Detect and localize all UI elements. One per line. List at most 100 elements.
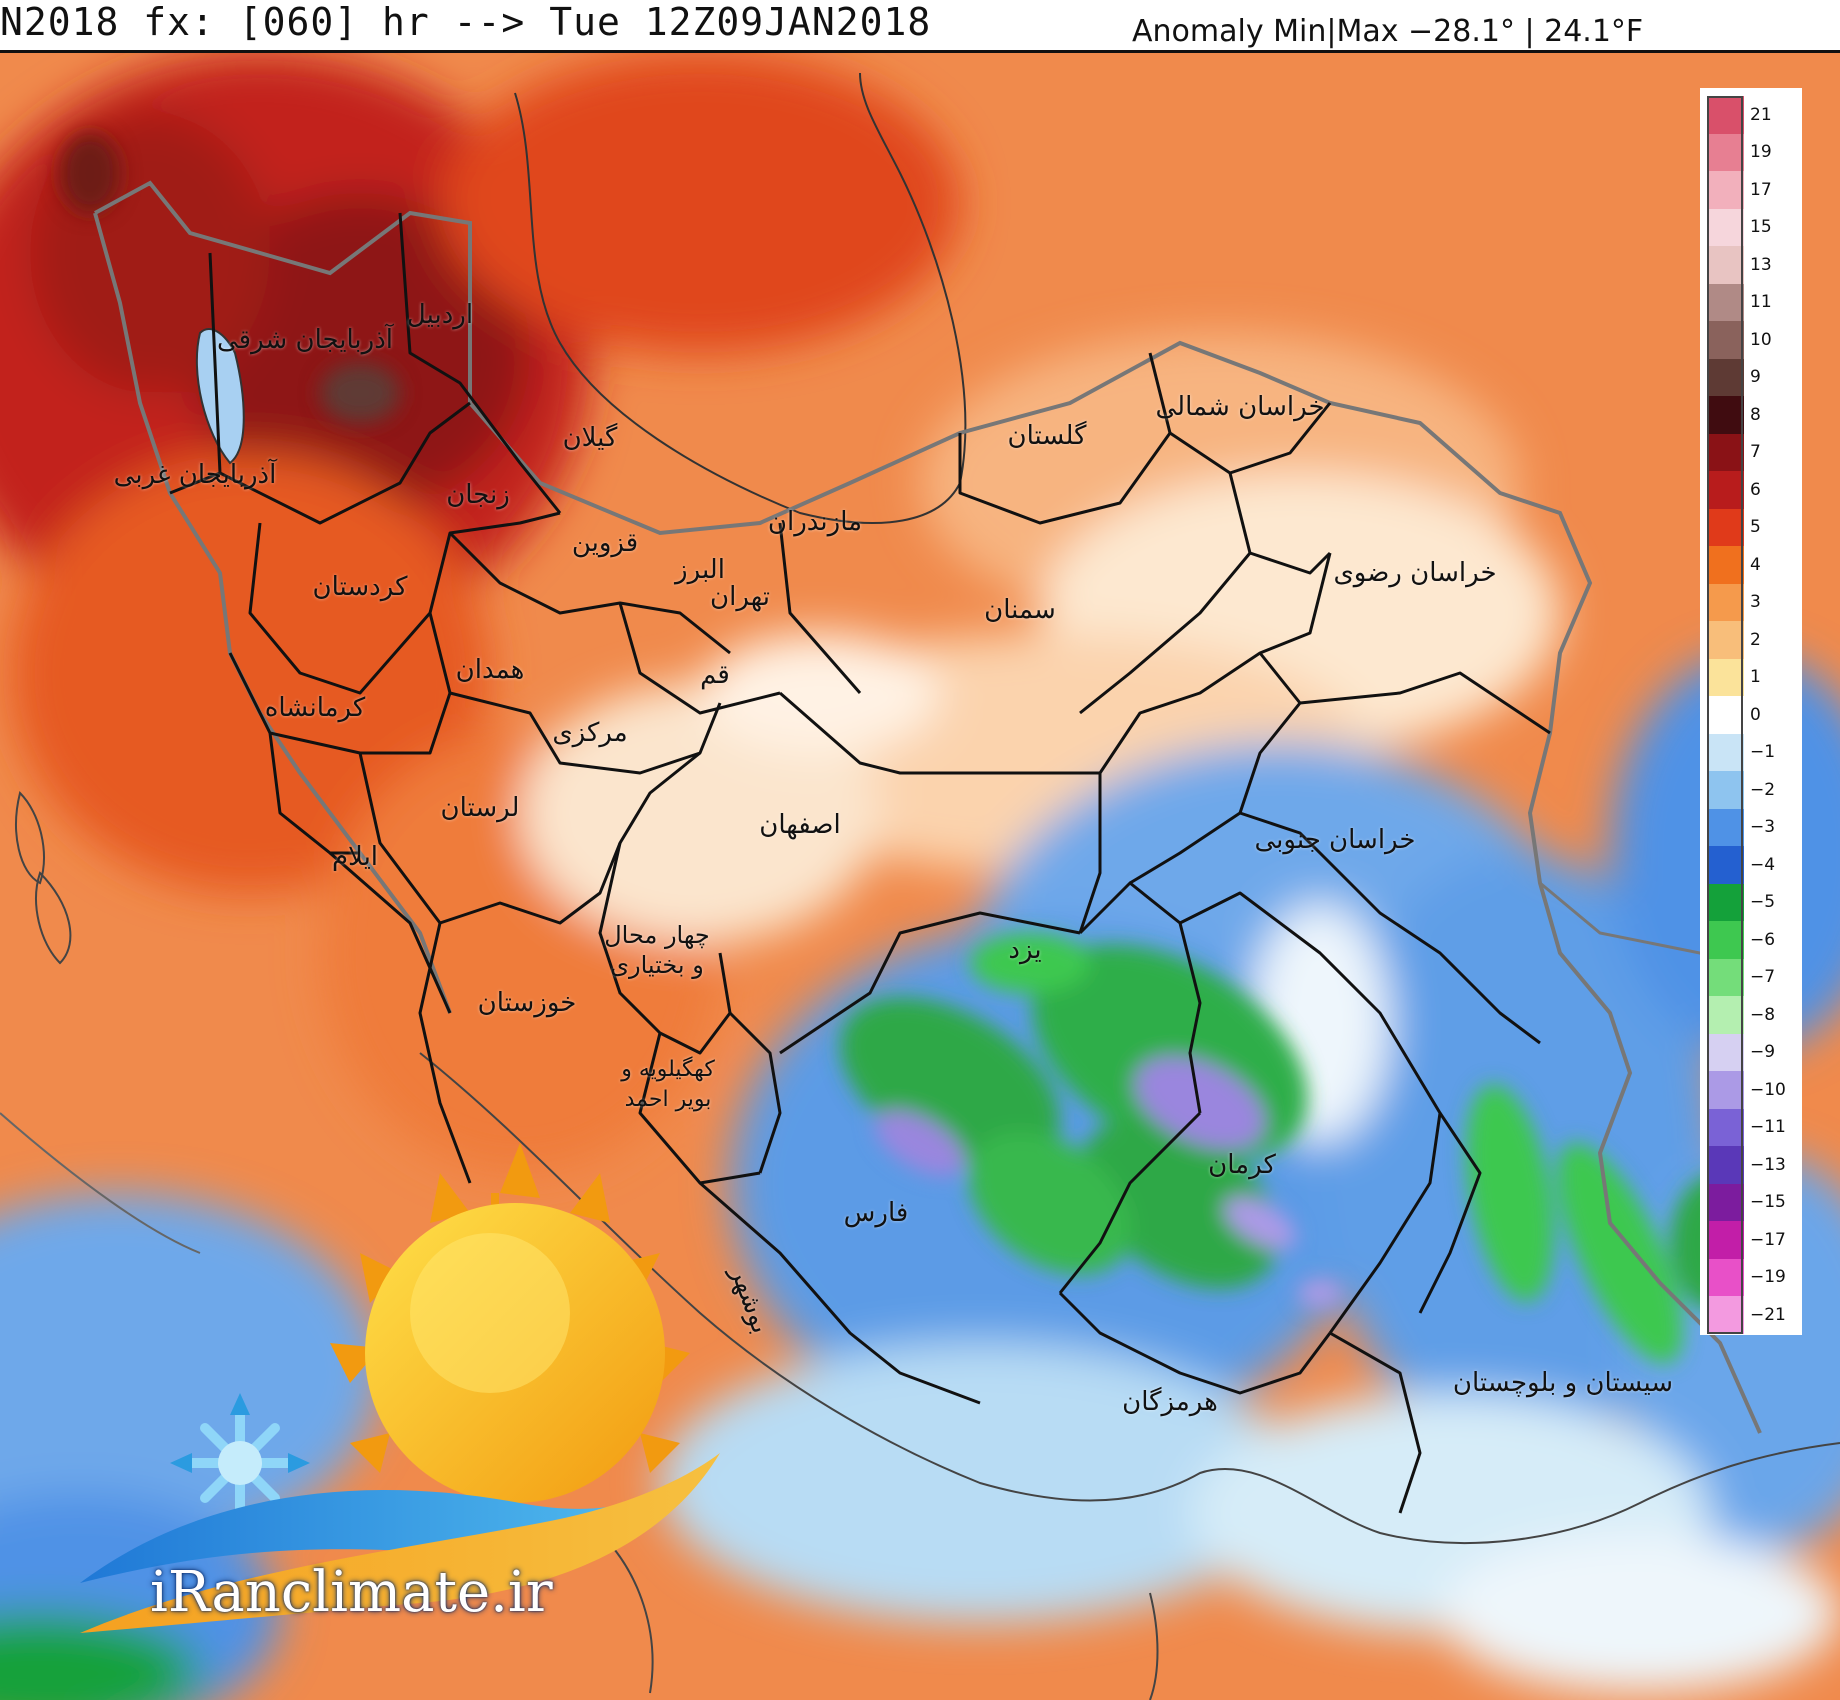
colorbar-swatch	[1708, 996, 1744, 1034]
province-label: خراسان رضوی	[1333, 558, 1497, 588]
colorbar-swatch	[1708, 696, 1744, 734]
colorbar-tick-label: −9	[1750, 1042, 1776, 1063]
colorbar-tick-label: −3	[1750, 817, 1776, 838]
province-label: زنجان	[446, 480, 510, 510]
colorbar-tick-label: 3	[1750, 592, 1761, 613]
colorbar-tick-label: −1	[1750, 742, 1776, 763]
colorbar-tick-label: 5	[1750, 517, 1761, 538]
colorbar-swatch	[1708, 546, 1744, 584]
province-label: کرمانشاه	[264, 693, 366, 723]
temperature-anomaly-map	[0, 53, 1840, 1700]
colorbar-tick-label: −10	[1750, 1079, 1786, 1100]
province-label: چهار محال و بختیاری	[604, 921, 710, 979]
province-label: خراسان شمالی	[1155, 392, 1325, 422]
colorbar-tick-label: −8	[1750, 1004, 1776, 1025]
colorbar-swatch	[1708, 808, 1744, 846]
colorbar-tick-label: 10	[1750, 329, 1772, 350]
colorbar-tick-label: −19	[1750, 1267, 1786, 1288]
colorbar-swatch	[1708, 621, 1744, 659]
colorbar-tick-label: −4	[1750, 854, 1776, 875]
colorbar-swatch	[1708, 396, 1744, 434]
province-label: قزوین	[571, 528, 639, 558]
colorbar-swatch	[1708, 96, 1744, 134]
colorbar-swatch	[1708, 658, 1744, 696]
colorbar-tick-label: 13	[1750, 254, 1772, 275]
colorbar-tick-label: 15	[1750, 217, 1772, 238]
province-label: مازندران	[767, 507, 863, 537]
colorbar-swatch	[1708, 1221, 1744, 1259]
colorbar-swatch	[1708, 133, 1744, 171]
colorbar-tick-label: 0	[1750, 704, 1761, 725]
colorbar-tick-label: 9	[1750, 367, 1761, 388]
province-label: آذربایجان غربی	[113, 460, 277, 490]
colorbar-swatch	[1708, 471, 1744, 509]
colorbar-swatch	[1708, 846, 1744, 884]
colorbar-tick-label: 1	[1750, 667, 1761, 688]
province-label: لرستان	[440, 793, 520, 823]
province-label: ایلام	[331, 842, 379, 872]
province-label: یزد	[1008, 935, 1042, 965]
province-label: همدان	[455, 655, 525, 685]
colorbar-swatch	[1708, 283, 1744, 321]
anomaly-range-title: Anomaly Min|Max −28.1° | 24.1°F	[1132, 14, 1644, 49]
province-label: خوزستان	[477, 988, 577, 1018]
province-label: کرمان	[1208, 1150, 1276, 1180]
colorbar-tick-label: −13	[1750, 1154, 1786, 1175]
colorbar-tick-label: 8	[1750, 404, 1761, 425]
colorbar-swatch	[1708, 1296, 1744, 1334]
province-label: تهران	[710, 582, 770, 612]
colorbar-swatch	[1708, 1108, 1744, 1146]
forecast-title: N2018 fx: [060] hr --> Tue 12Z09JAN2018	[0, 0, 932, 44]
province-label: سیستان و بلوچستان	[1452, 1368, 1674, 1398]
colorbar-swatch	[1708, 1033, 1744, 1071]
province-label: کهگیلویه و بویر احمد	[621, 1057, 715, 1112]
colorbar-tick-label: −17	[1750, 1229, 1786, 1250]
colorbar-swatch	[1708, 583, 1744, 621]
iranclimate-logo-graphic	[80, 1143, 720, 1633]
colorbar-swatch	[1708, 321, 1744, 359]
colorbar-swatch	[1708, 1146, 1744, 1184]
colorbar-swatch	[1708, 508, 1744, 546]
province-label: کردستان	[312, 572, 408, 602]
colorbar-swatch	[1708, 883, 1744, 921]
colorbar-tick-label: −2	[1750, 779, 1776, 800]
colorbar-swatch	[1708, 433, 1744, 471]
colorbar-swatch	[1708, 771, 1744, 809]
colorbar-swatch	[1708, 358, 1744, 396]
colorbar-swatch	[1708, 208, 1744, 246]
colorbar-swatch	[1708, 1258, 1744, 1296]
colorbar-tick-label: 7	[1750, 442, 1761, 463]
colorbar-tick-label: 6	[1750, 479, 1761, 500]
colorbar-tick-label: −15	[1750, 1192, 1786, 1213]
province-label: اردبیل	[406, 300, 474, 330]
map-header: N2018 fx: [060] hr --> Tue 12Z09JAN2018 …	[0, 0, 1840, 53]
province-label: آذربایجان شرقی	[216, 325, 394, 355]
province-label: قم	[700, 660, 730, 690]
colorbar-tick-label: 19	[1750, 142, 1772, 163]
colorbar-legend: 21 19 17 15 13 11 10 9 8 7 6 5 4 3 2 1 0 −1 −2 −3 −4 −5 −6 −7 −8…	[1700, 88, 1802, 1335]
colorbar-tick-label: −21	[1750, 1304, 1786, 1325]
colorbar-swatch	[1708, 1183, 1744, 1221]
province-label: البرز	[675, 555, 725, 585]
colorbar-swatch	[1708, 246, 1744, 284]
colorbar-tick-label: 4	[1750, 554, 1761, 575]
province-label: فارس	[843, 1198, 909, 1228]
province-label: گلستان	[1007, 421, 1087, 451]
header-divider	[0, 50, 1840, 53]
province-label: مرکزی	[552, 718, 628, 748]
colorbar-tick-label: 17	[1750, 179, 1772, 200]
colorbar-tick-label: 11	[1750, 292, 1772, 313]
colorbar-swatch	[1708, 921, 1744, 959]
colorbar-swatch	[1708, 1071, 1744, 1109]
province-label: خراسان جنوبی	[1254, 825, 1416, 855]
colorbar-swatch	[1708, 733, 1744, 771]
colorbar-tick-label: −5	[1750, 892, 1776, 913]
colorbar-tick-label: −11	[1750, 1117, 1786, 1138]
province-label: سمنان	[984, 595, 1056, 625]
colorbar-tick-label: −6	[1750, 929, 1776, 950]
province-label: هرمزگان	[1122, 1387, 1218, 1417]
province-label: گیلان	[562, 423, 618, 453]
province-label: اصفهان	[759, 810, 841, 840]
colorbar-tick-label: −7	[1750, 967, 1776, 988]
colorbar-swatch	[1708, 958, 1744, 996]
